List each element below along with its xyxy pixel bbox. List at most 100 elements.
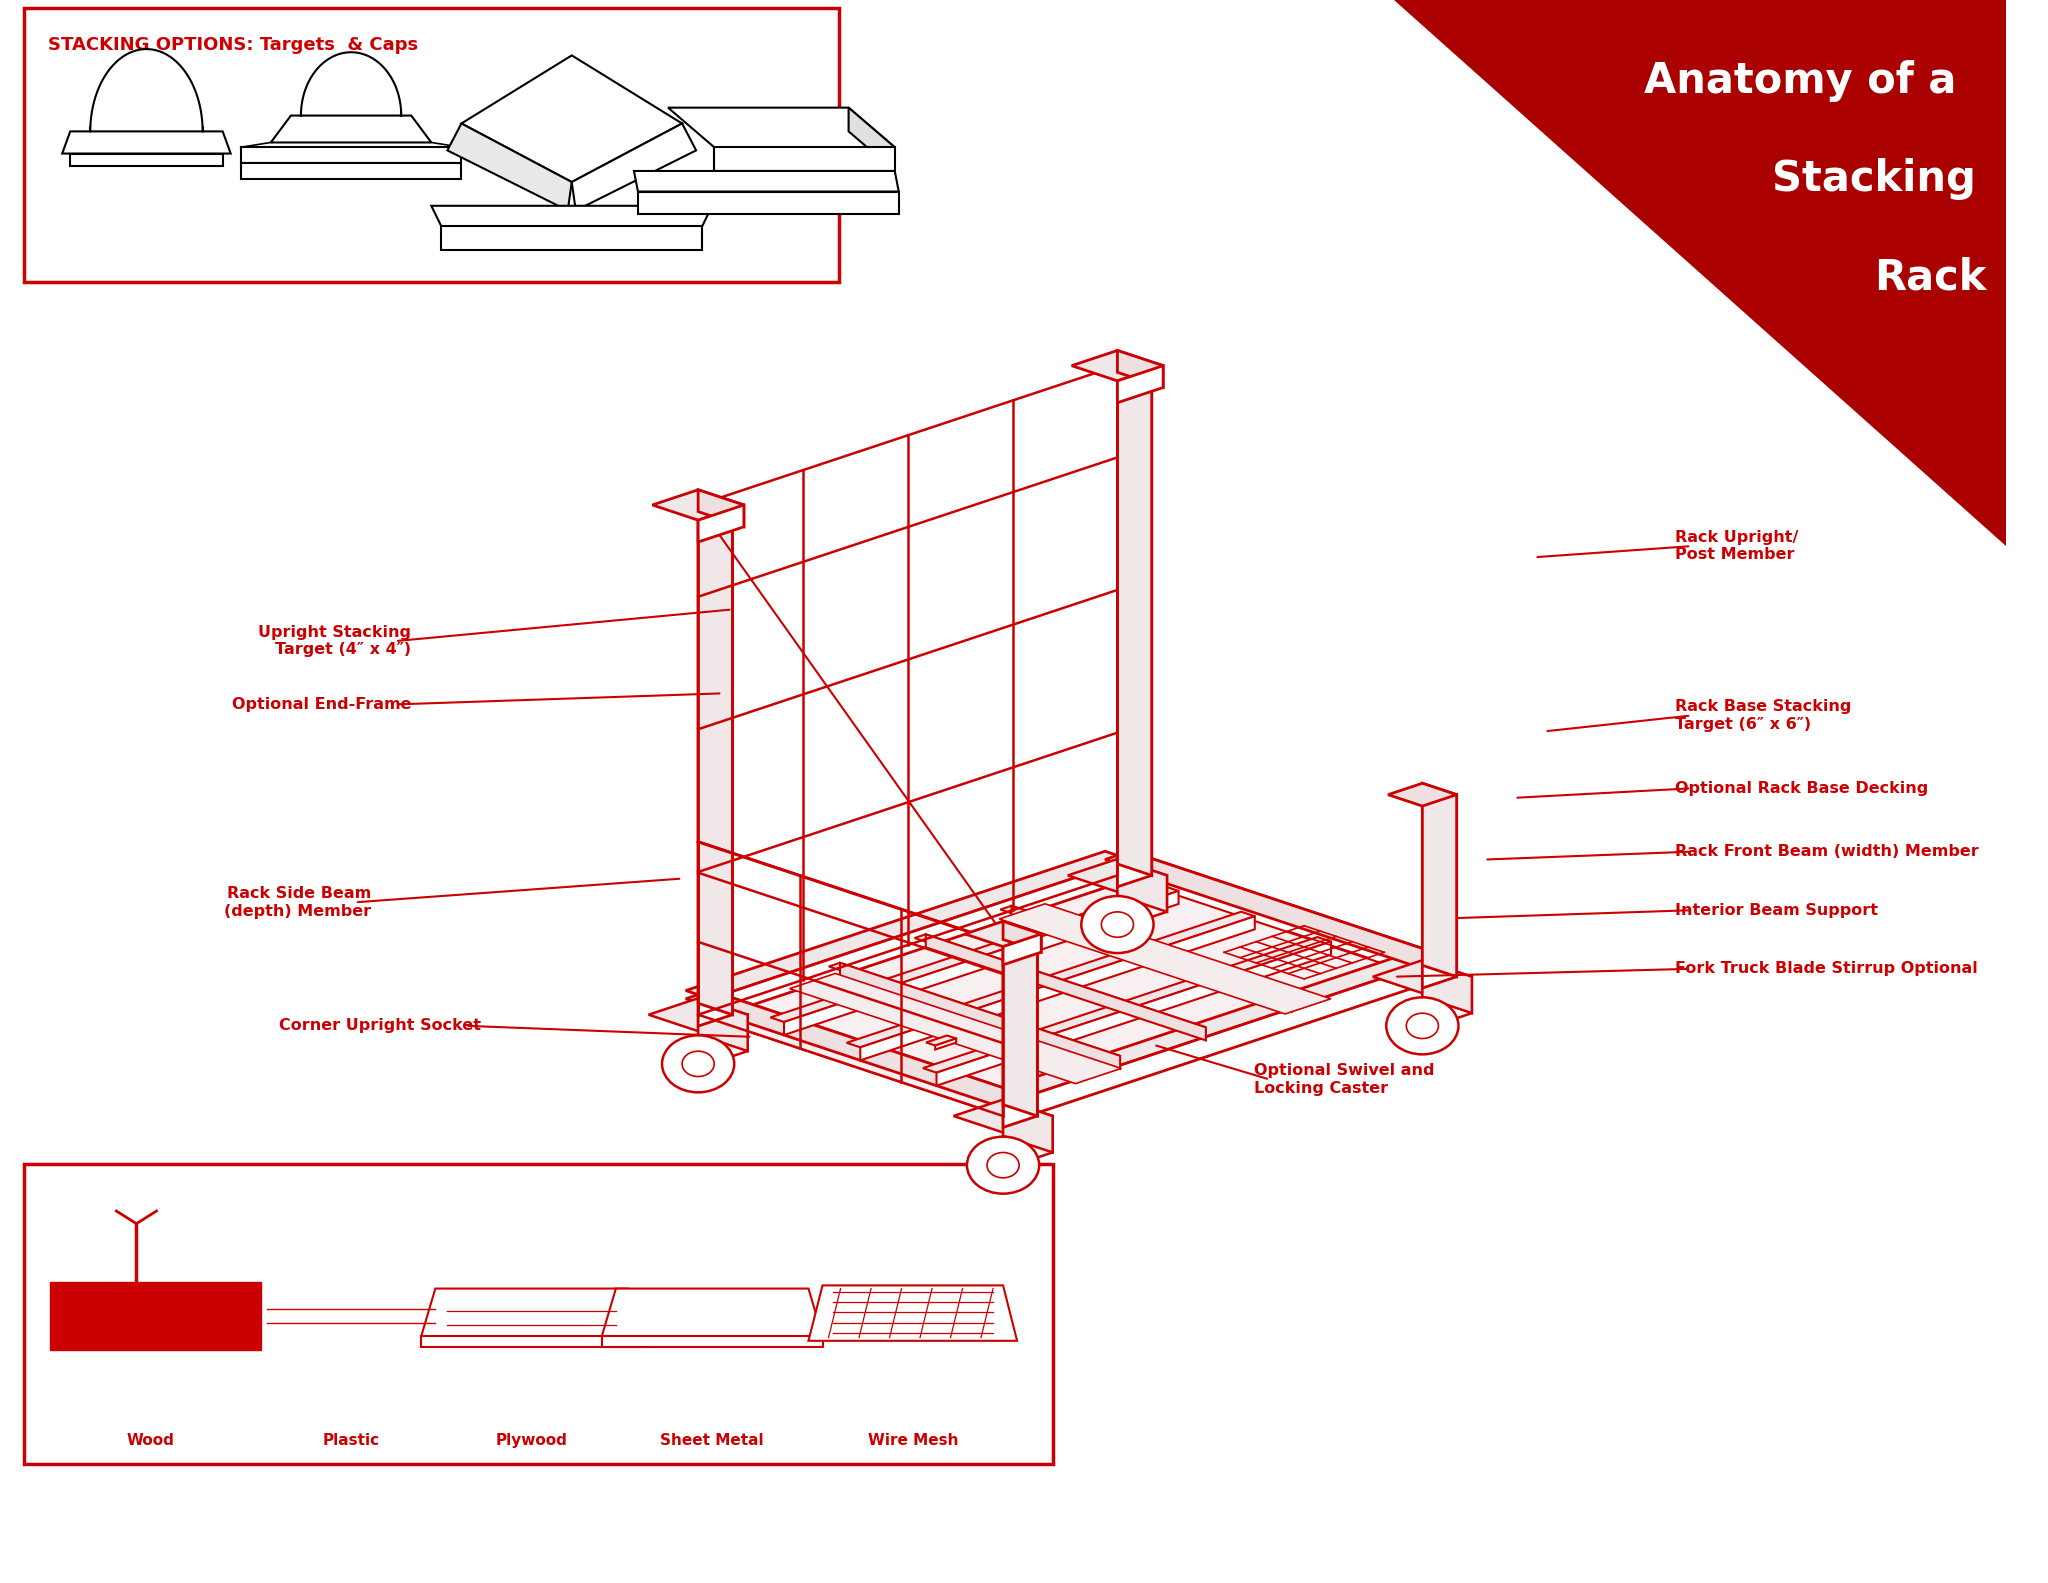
Polygon shape — [991, 953, 1436, 1100]
Polygon shape — [664, 494, 733, 516]
Text: Interior Beam Support: Interior Beam Support — [1675, 902, 1878, 918]
Circle shape — [987, 1152, 1020, 1178]
Polygon shape — [711, 991, 1016, 1111]
Circle shape — [1386, 997, 1458, 1054]
Polygon shape — [1423, 961, 1473, 1013]
Polygon shape — [829, 962, 1120, 1059]
Text: Wire Mesh: Wire Mesh — [868, 1433, 958, 1448]
Polygon shape — [1083, 355, 1151, 377]
Polygon shape — [1004, 923, 1038, 1116]
Polygon shape — [1118, 355, 1151, 875]
Circle shape — [1081, 896, 1153, 953]
Text: Rack Base Stacking
Target (6″ x 6″): Rack Base Stacking Target (6″ x 6″) — [1675, 700, 1851, 731]
Polygon shape — [1118, 860, 1167, 912]
Polygon shape — [422, 1289, 641, 1336]
Polygon shape — [686, 991, 1016, 1100]
Polygon shape — [698, 1015, 748, 1067]
Polygon shape — [915, 934, 1206, 1031]
Circle shape — [967, 1137, 1038, 1194]
Polygon shape — [965, 921, 1040, 947]
Polygon shape — [49, 1330, 260, 1350]
Polygon shape — [270, 116, 432, 142]
Polygon shape — [969, 923, 1038, 945]
Polygon shape — [784, 891, 1178, 1035]
Polygon shape — [936, 942, 1331, 1086]
Text: Upright Stacking
Target (4″ x 4″): Upright Stacking Target (4″ x 4″) — [258, 625, 412, 657]
Polygon shape — [1106, 852, 1436, 961]
Polygon shape — [924, 937, 1331, 1073]
Polygon shape — [791, 974, 1120, 1084]
Text: Stacking: Stacking — [1772, 158, 1976, 201]
Polygon shape — [809, 1285, 1018, 1341]
Polygon shape — [442, 226, 702, 250]
Text: Optional Swivel and
Locking Caster: Optional Swivel and Locking Caster — [1253, 1064, 1434, 1095]
Polygon shape — [1004, 934, 1038, 1127]
Polygon shape — [711, 860, 1130, 1019]
Polygon shape — [61, 131, 231, 154]
Polygon shape — [70, 154, 223, 166]
Polygon shape — [999, 905, 1292, 1002]
Polygon shape — [571, 123, 696, 211]
Polygon shape — [1004, 921, 1040, 953]
Polygon shape — [698, 875, 1423, 1116]
Text: Rack Side Beam
(depth) Member: Rack Side Beam (depth) Member — [223, 886, 371, 918]
Circle shape — [662, 1035, 735, 1092]
Polygon shape — [242, 163, 461, 179]
Polygon shape — [1004, 1100, 1053, 1152]
Polygon shape — [422, 1336, 641, 1347]
Polygon shape — [1423, 795, 1456, 988]
Polygon shape — [1118, 366, 1151, 886]
Polygon shape — [668, 108, 895, 147]
Text: Rack: Rack — [1874, 256, 1987, 299]
Polygon shape — [926, 1035, 956, 1045]
Polygon shape — [242, 147, 461, 163]
Text: Rack Upright/
Post Member: Rack Upright/ Post Member — [1675, 530, 1798, 562]
Polygon shape — [698, 489, 743, 527]
Polygon shape — [715, 147, 895, 171]
Polygon shape — [770, 886, 1178, 1023]
Polygon shape — [840, 962, 1120, 1069]
Polygon shape — [999, 904, 1331, 1015]
Text: STACKING OPTIONS: Targets  & Caps: STACKING OPTIONS: Targets & Caps — [49, 36, 418, 54]
Polygon shape — [698, 505, 743, 541]
Circle shape — [1407, 1013, 1438, 1038]
Polygon shape — [846, 912, 1255, 1048]
Polygon shape — [698, 494, 733, 1015]
Polygon shape — [1118, 875, 1167, 928]
Polygon shape — [1067, 860, 1167, 891]
Polygon shape — [649, 999, 748, 1031]
FancyBboxPatch shape — [25, 8, 838, 282]
Polygon shape — [602, 1336, 823, 1347]
FancyBboxPatch shape — [25, 1164, 1053, 1464]
Polygon shape — [1423, 784, 1456, 977]
Text: Anatomy of a: Anatomy of a — [1645, 60, 1956, 103]
Circle shape — [1102, 912, 1133, 937]
Text: Plastic: Plastic — [322, 1433, 379, 1448]
Polygon shape — [653, 489, 743, 521]
Polygon shape — [1130, 852, 1436, 972]
Polygon shape — [49, 1282, 260, 1330]
Polygon shape — [698, 999, 748, 1051]
Polygon shape — [1012, 905, 1292, 1012]
Circle shape — [682, 1051, 715, 1076]
Polygon shape — [635, 171, 899, 192]
Polygon shape — [1395, 0, 2007, 546]
Polygon shape — [848, 108, 895, 171]
Polygon shape — [637, 192, 899, 214]
Text: Plywood: Plywood — [496, 1433, 567, 1448]
Polygon shape — [1016, 961, 1436, 1121]
Polygon shape — [1071, 350, 1163, 382]
Polygon shape — [1389, 784, 1456, 806]
Text: Sheet Metal: Sheet Metal — [659, 1433, 764, 1448]
Polygon shape — [698, 505, 733, 1026]
Polygon shape — [954, 1100, 1053, 1132]
Text: Rack Front Beam (width) Member: Rack Front Beam (width) Member — [1675, 844, 1978, 860]
Polygon shape — [1004, 1116, 1053, 1168]
Polygon shape — [1118, 366, 1163, 402]
Polygon shape — [432, 206, 713, 226]
Text: Optional End-Frame: Optional End-Frame — [231, 697, 412, 712]
Text: Optional Rack Base Decking: Optional Rack Base Decking — [1675, 780, 1929, 796]
Polygon shape — [461, 55, 682, 182]
Polygon shape — [1004, 934, 1040, 966]
Polygon shape — [936, 1038, 956, 1050]
